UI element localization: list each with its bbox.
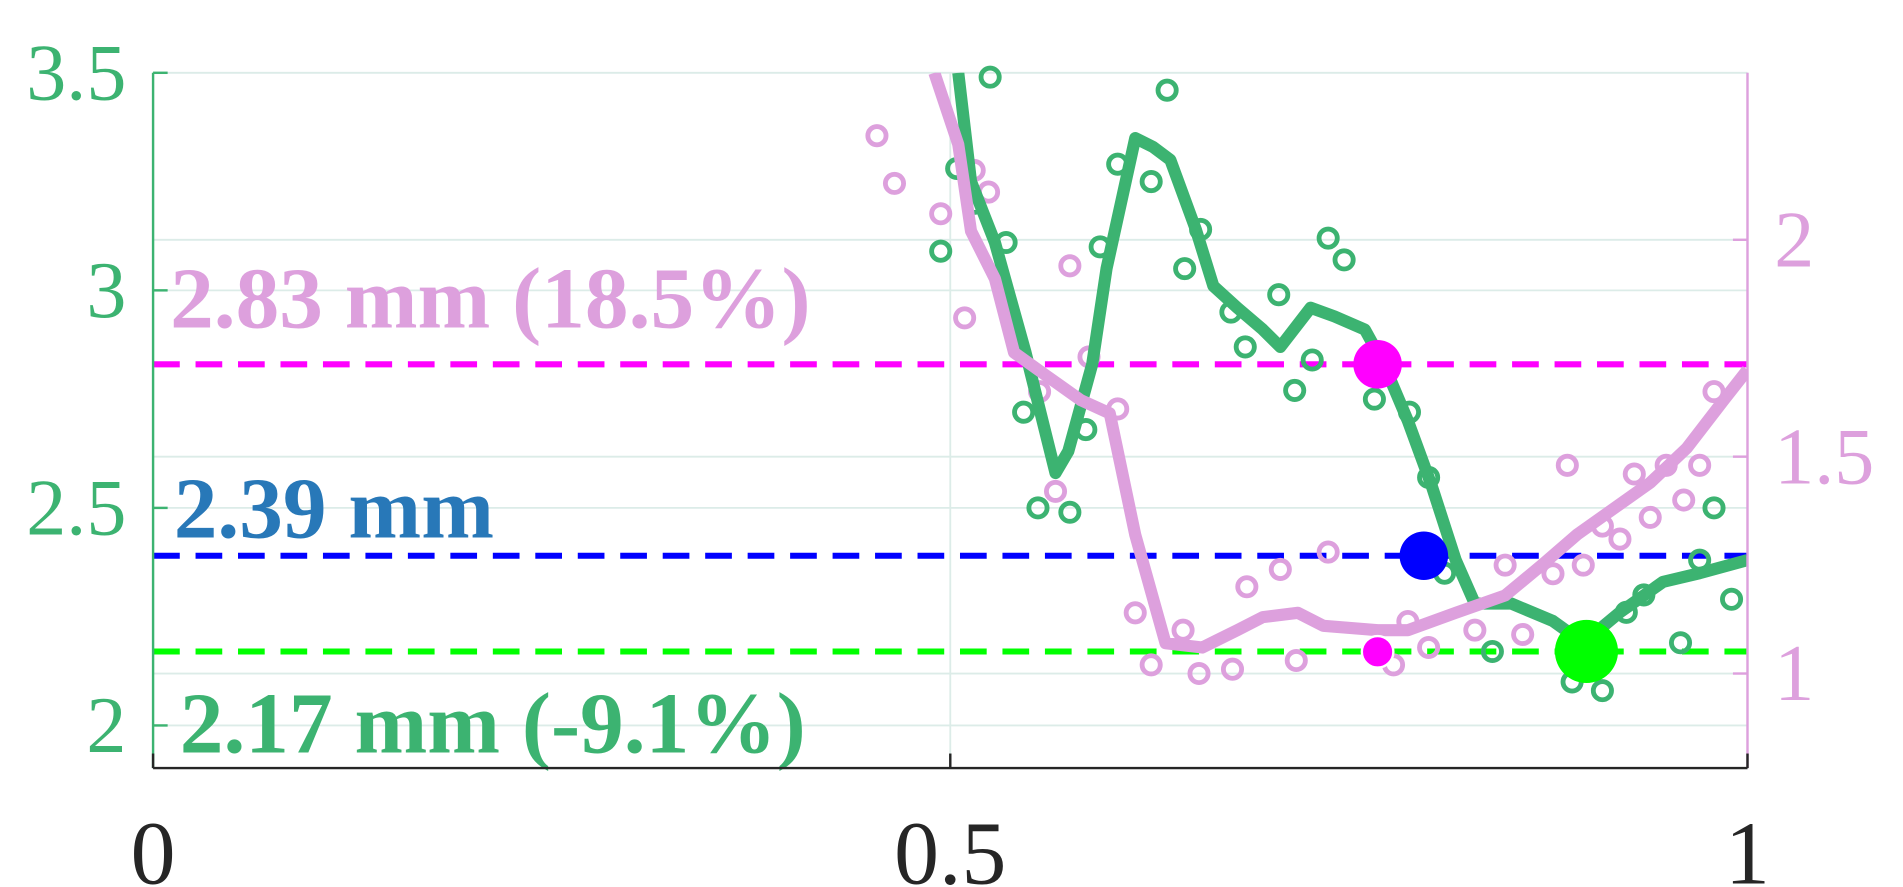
highlight-marker <box>1399 531 1449 581</box>
data-point <box>1332 248 1356 272</box>
data-point <box>929 202 953 226</box>
data-point <box>1590 679 1614 703</box>
data-point <box>1139 653 1163 677</box>
data-point <box>1362 387 1386 411</box>
data-point <box>882 171 907 195</box>
data-point <box>1058 500 1082 524</box>
data-point <box>1638 505 1662 529</box>
data-line <box>928 72 1748 654</box>
data-point <box>1012 400 1036 424</box>
x-tick-label: 0.5 <box>894 804 1006 887</box>
y-tick-label: 3 <box>86 247 126 335</box>
data-point <box>1480 639 1504 664</box>
data-point <box>1608 527 1632 551</box>
data-point <box>1155 78 1179 102</box>
data-point <box>1688 453 1712 477</box>
x-tick-label: 0 <box>131 804 176 887</box>
data-point <box>1235 575 1259 599</box>
annotation: 2.39 mm <box>174 460 494 557</box>
data-point <box>1220 657 1245 681</box>
data-point <box>1493 553 1517 577</box>
data-point <box>1669 631 1693 655</box>
y2-tick-label: 1.5 <box>1774 413 1874 501</box>
data-point <box>978 65 1002 89</box>
y2-tick-label: 2 <box>1774 196 1814 284</box>
x-tick-label: 1 <box>1725 804 1770 887</box>
data-point <box>1058 254 1082 278</box>
data-point <box>1541 562 1565 586</box>
data-point <box>1233 335 1257 359</box>
data-point <box>1171 618 1195 642</box>
data-point <box>1268 557 1292 581</box>
data-point <box>1316 540 1340 564</box>
data-point <box>1463 618 1487 642</box>
data-point <box>1187 662 1211 686</box>
data-point <box>1123 601 1147 625</box>
highlight-marker <box>1554 619 1619 684</box>
data-point <box>1571 553 1595 577</box>
data-point <box>929 239 953 263</box>
annotation: 2.17 mm (-9.1%) <box>180 674 806 771</box>
data-point <box>1511 622 1535 647</box>
data-point <box>1672 488 1696 512</box>
data-point <box>1702 496 1726 520</box>
data-point <box>1139 170 1163 194</box>
data-point <box>1555 453 1579 477</box>
data-point <box>865 124 889 148</box>
y-tick-label: 2 <box>86 682 126 770</box>
data-point <box>953 306 977 330</box>
y-tick-label: 3.5 <box>26 29 126 117</box>
data-point <box>1283 378 1307 402</box>
data-line <box>952 72 1748 649</box>
data-point <box>1043 479 1068 503</box>
data-point <box>1316 226 1340 250</box>
data-point <box>1417 635 1441 660</box>
data-point <box>1173 257 1197 281</box>
data-point <box>1284 648 1308 673</box>
data-point <box>1720 587 1744 611</box>
highlight-marker <box>1353 340 1402 389</box>
data-point <box>1622 462 1646 486</box>
data-point <box>1026 496 1050 520</box>
annotation: 2.83 mm (18.5%) <box>170 250 811 347</box>
data-point <box>1267 283 1291 307</box>
y2-tick-label: 1 <box>1774 630 1814 718</box>
y-tick-label: 2.5 <box>26 465 126 553</box>
data-point <box>1300 348 1324 372</box>
highlight-marker <box>1360 634 1395 669</box>
